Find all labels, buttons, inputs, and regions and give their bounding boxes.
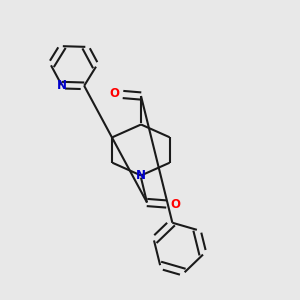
Text: N: N (57, 79, 67, 92)
Text: N: N (136, 169, 146, 182)
Text: O: O (170, 197, 180, 211)
Text: O: O (110, 87, 120, 101)
